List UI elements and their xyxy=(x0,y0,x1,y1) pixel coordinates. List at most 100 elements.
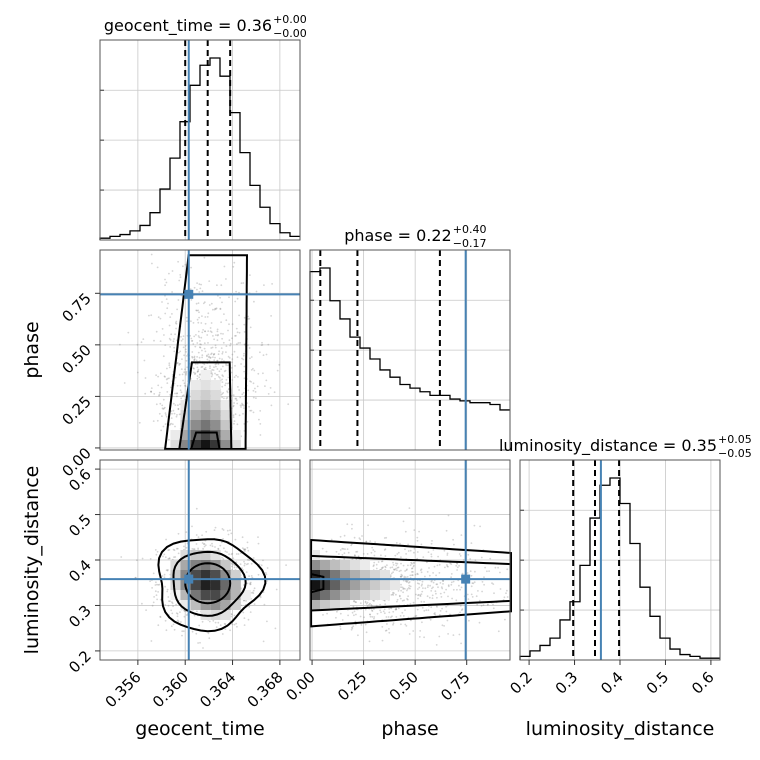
sample-point xyxy=(203,368,206,371)
sample-point xyxy=(406,598,408,600)
sample-point xyxy=(242,584,245,586)
density-cell xyxy=(370,570,380,580)
sample-point xyxy=(236,625,238,628)
sample-point xyxy=(257,536,259,538)
sample-point xyxy=(227,376,230,379)
sample-point xyxy=(252,592,255,595)
sample-point xyxy=(351,527,353,530)
sample-point xyxy=(222,538,225,540)
sample-point xyxy=(395,616,398,618)
sample-point xyxy=(226,529,229,532)
panel-title: phase = 0.22 xyxy=(344,226,451,245)
x-tick-label: 0.3 xyxy=(552,668,582,698)
density-cell xyxy=(210,400,221,410)
sample-point xyxy=(215,626,218,628)
sample-point xyxy=(216,334,219,337)
sample-point xyxy=(161,407,164,410)
sample-point xyxy=(432,572,434,574)
sample-point xyxy=(257,573,260,576)
density-cell xyxy=(210,410,221,420)
sample-point xyxy=(185,546,188,549)
sample-point xyxy=(231,337,233,340)
sample-point xyxy=(217,548,220,550)
diag-panel-luminosity-distance: luminosity_distance = 0.35 +0.05−0.05 xyxy=(499,433,752,661)
sample-point xyxy=(416,551,419,553)
sample-point xyxy=(416,557,419,560)
sample-point xyxy=(420,593,423,595)
sample-point xyxy=(243,549,246,551)
sample-point xyxy=(203,545,206,548)
density-cell xyxy=(200,560,211,570)
sample-point xyxy=(400,586,402,588)
sample-point xyxy=(437,586,439,589)
density-cell xyxy=(320,600,330,610)
sample-point xyxy=(167,302,169,305)
sample-point xyxy=(158,394,160,397)
sample-point xyxy=(203,256,206,259)
sample-point xyxy=(469,570,472,573)
density-cell xyxy=(180,410,191,420)
xlabel-luminosity-distance: luminosity_distance xyxy=(526,718,715,740)
sample-point xyxy=(373,608,375,610)
sample-point xyxy=(193,614,196,617)
density-cell xyxy=(200,600,211,610)
sample-point xyxy=(176,395,178,398)
sample-point xyxy=(175,320,178,323)
xlabel-phase: phase xyxy=(381,718,438,740)
sample-point xyxy=(373,616,376,618)
sample-point xyxy=(172,409,175,412)
sample-point xyxy=(395,562,397,565)
sample-point xyxy=(174,404,177,406)
title-minus: −0.05 xyxy=(718,447,752,460)
sample-point xyxy=(159,598,162,601)
sample-point xyxy=(365,631,368,634)
sample-point xyxy=(383,599,386,602)
sample-point xyxy=(226,396,229,399)
sample-point xyxy=(192,548,195,551)
density-cell xyxy=(360,580,370,590)
sample-point xyxy=(452,634,455,636)
sample-point xyxy=(241,393,244,396)
xlabel-geocent-time: geocent_time xyxy=(135,718,264,740)
sample-point xyxy=(177,620,180,623)
sample-point xyxy=(369,615,372,618)
sample-point xyxy=(389,566,392,569)
sample-point xyxy=(197,309,200,312)
sample-point xyxy=(226,382,229,385)
sample-point xyxy=(239,404,242,407)
sample-point xyxy=(432,581,435,584)
sample-point xyxy=(353,554,356,557)
sample-point xyxy=(421,621,423,624)
sample-point xyxy=(429,584,431,587)
sample-point xyxy=(243,331,246,333)
sample-point xyxy=(392,591,394,594)
sample-point xyxy=(236,331,239,334)
sample-point xyxy=(398,594,401,597)
sample-point xyxy=(388,607,391,610)
sample-point xyxy=(435,574,437,577)
density-cell xyxy=(340,580,350,590)
sample-point xyxy=(413,562,416,564)
sample-point xyxy=(168,424,171,426)
sample-point xyxy=(207,632,210,635)
sample-point xyxy=(199,346,201,349)
sample-point xyxy=(396,553,399,555)
sample-point xyxy=(380,554,382,557)
sample-point xyxy=(193,335,196,338)
sample-point xyxy=(276,369,279,372)
sample-point xyxy=(218,357,221,360)
sample-point xyxy=(181,373,184,376)
sample-point xyxy=(401,574,404,577)
sample-point xyxy=(412,601,415,604)
sample-point xyxy=(214,356,216,359)
sample-point xyxy=(159,616,162,618)
sample-point xyxy=(262,559,264,562)
sample-point xyxy=(394,608,397,611)
density-cell xyxy=(330,560,340,570)
sample-point xyxy=(402,587,405,590)
sample-point xyxy=(474,559,477,562)
sample-point xyxy=(206,334,209,336)
sample-point xyxy=(436,583,439,586)
sample-point xyxy=(234,564,236,567)
sample-point xyxy=(406,598,409,601)
